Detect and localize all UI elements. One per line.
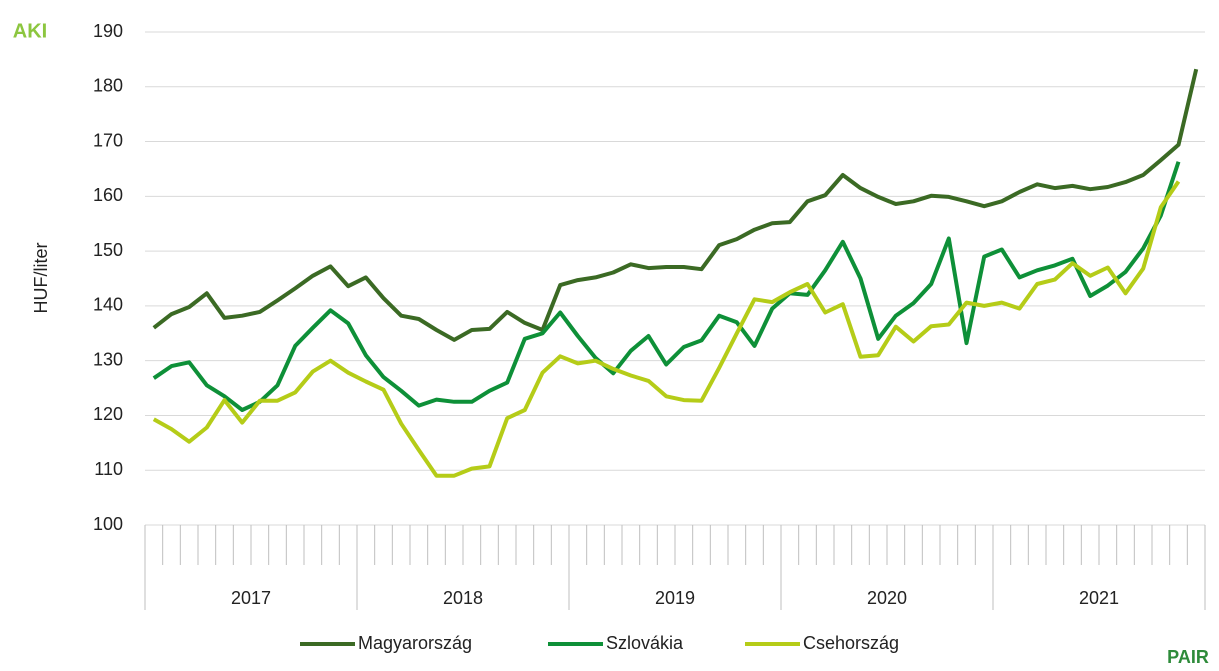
y-tick-label: 180 <box>93 76 123 96</box>
logo-left: AKI <box>13 20 47 42</box>
logo-right: PAIR <box>1167 647 1209 667</box>
y-tick-label: 120 <box>93 404 123 424</box>
legend-label: Szlovákia <box>606 633 684 653</box>
y-axis-label: HUF/liter <box>31 242 51 313</box>
y-tick-label: 160 <box>93 185 123 205</box>
y-tick-label: 110 <box>94 459 123 479</box>
x-group-label: 2020 <box>867 588 907 608</box>
line-series <box>152 161 1181 412</box>
legend-label: Csehország <box>803 633 899 653</box>
y-tick-label: 100 <box>93 514 123 534</box>
line-series <box>152 68 1199 342</box>
y-tick-label: 140 <box>93 295 123 315</box>
y-tick-label: 150 <box>93 240 123 260</box>
y-tick-label: 130 <box>93 349 123 369</box>
line-series <box>152 180 1181 478</box>
x-group-label: 2017 <box>231 588 271 608</box>
x-group-label: 2018 <box>443 588 483 608</box>
x-group-label: 2019 <box>655 588 695 608</box>
y-tick-label: 170 <box>93 130 123 150</box>
legend-label: Magyarország <box>358 633 472 653</box>
x-group-label: 2021 <box>1079 588 1119 608</box>
y-tick-label: 190 <box>93 21 123 41</box>
